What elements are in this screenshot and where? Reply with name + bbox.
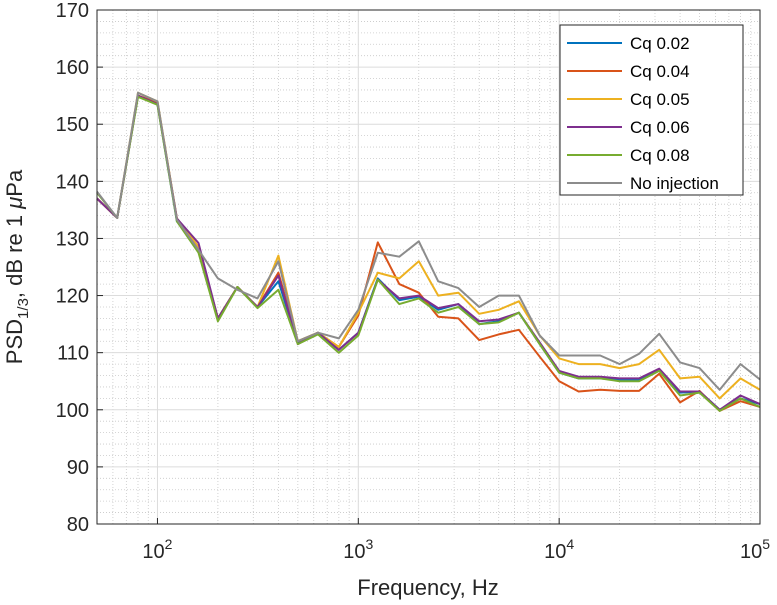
series-line-no-injection	[96, 91, 761, 391]
x-tick-label: 103	[343, 536, 373, 563]
y-tick-label: 120	[56, 286, 89, 308]
x-tick-label-exponent: 5	[762, 536, 770, 552]
y-tick-label: 110	[57, 343, 89, 365]
legend: Cq 0.02 Cq 0.04 Cq 0.05 Cq 0.06 Cq 0.08 No in…	[559, 24, 744, 196]
legend-items: Cq 0.02 Cq 0.04 Cq 0.05 Cq 0.06 Cq 0.08 No in…	[567, 34, 719, 193]
series-line-cq-0-08	[96, 95, 761, 412]
y-axis-label: PSD1/3, dB re 1 μPa	[2, 169, 32, 364]
legend-box	[559, 24, 744, 196]
y-axis-label-main: PSD	[2, 319, 27, 364]
x-tick-labels: 102 103 104 105	[142, 536, 770, 563]
x-tick-label-exponent: 2	[165, 536, 173, 552]
legend-label-cq-0-05: Cq 0.05	[630, 90, 690, 109]
y-tick-label: 130	[56, 228, 89, 250]
y-tick-label: 150	[56, 114, 89, 136]
y-tick-label: 80	[67, 514, 89, 536]
y-axis-label-unit-prefix: , dB re 1	[2, 209, 27, 298]
x-tick-label-base: 10	[343, 541, 365, 563]
x-tick-label-base: 10	[544, 541, 566, 563]
x-tick-label-exponent: 4	[566, 536, 574, 552]
legend-label-cq-0-02: Cq 0.02	[630, 34, 690, 53]
x-tick-label: 104	[544, 536, 574, 563]
y-tick-label: 90	[67, 457, 89, 479]
plot-frame	[96, 9, 761, 525]
series-layer	[96, 91, 761, 412]
x-tick-label: 102	[142, 536, 172, 563]
y-tick-labels: 80 90 100 110 120 130 140 150 160 170	[56, 0, 89, 536]
y-tick-label: 140	[56, 171, 89, 193]
x-axis-label: Frequency, Hz	[357, 575, 498, 600]
y-axis-label-mu: μ	[2, 197, 27, 210]
y-axis-label-unit: Pa	[2, 169, 27, 197]
legend-label-cq-0-08: Cq 0.08	[630, 146, 690, 165]
y-tick-label: 160	[56, 57, 89, 79]
series-line-cq-0-06	[96, 94, 761, 411]
y-tick-label: 100	[56, 400, 89, 422]
x-tick-label-base: 10	[142, 541, 164, 563]
legend-label-cq-0-04: Cq 0.04	[630, 62, 690, 81]
x-tick-label: 105	[740, 536, 770, 563]
legend-label-no-injection: No injection	[630, 174, 719, 193]
y-axis-label-subscript: 1/3	[15, 298, 32, 319]
y-tick-label: 170	[56, 0, 89, 22]
x-tick-label-base: 10	[740, 541, 762, 563]
x-tick-label-exponent: 3	[366, 536, 374, 552]
legend-label-cq-0-06: Cq 0.06	[630, 118, 690, 137]
